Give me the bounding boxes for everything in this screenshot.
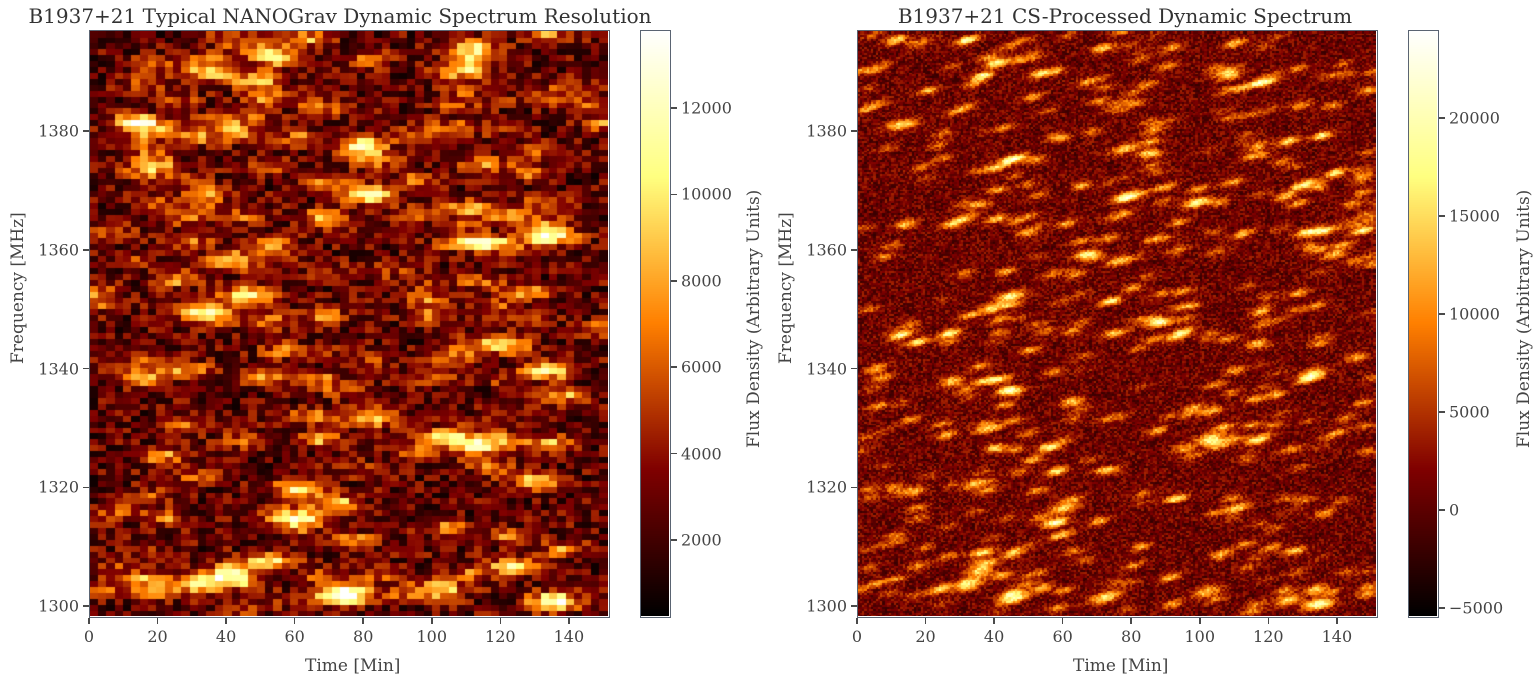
- y-axis-label-left: Frequency [MHz]: [8, 212, 28, 364]
- x-tick-mark: [293, 618, 296, 624]
- colorbar-tick-mark: [671, 107, 677, 109]
- x-tick-label: 20: [915, 627, 936, 646]
- x-tick-label: 0: [851, 627, 863, 646]
- colorbar-tick-label: 5000: [1449, 402, 1490, 422]
- colorbar-tick-label: 20000: [1449, 108, 1500, 128]
- y-tick-mark: [83, 130, 89, 132]
- y-tick-label: 1300: [806, 596, 847, 616]
- heatmap-canvas-right: [858, 31, 1376, 616]
- colorbar-tick-mark: [671, 280, 677, 282]
- x-tick-label: 100: [416, 627, 448, 646]
- colorbar-tick-mark: [1439, 215, 1445, 217]
- x-tick-mark: [1130, 618, 1132, 624]
- y-tick-mark: [851, 605, 857, 607]
- x-tick-mark: [1336, 618, 1338, 624]
- colorbar-canvas-right: [1409, 31, 1437, 616]
- x-tick-mark: [1061, 618, 1064, 624]
- colorbar-tick-label: −5000: [1449, 598, 1504, 618]
- colorbar-tick-mark: [1439, 313, 1445, 315]
- y-tick-mark: [83, 605, 89, 607]
- colorbar-tick-label: 4000: [681, 444, 722, 464]
- y-tick-mark: [851, 367, 857, 370]
- colorbar-tick-mark: [1439, 509, 1445, 511]
- colorbar-tick-label: 2000: [681, 530, 722, 550]
- colorbar-tick-mark: [671, 539, 677, 541]
- x-tick-label: 80: [353, 627, 374, 646]
- colorbar-left: [640, 30, 671, 618]
- heatmap-plot-left: [89, 30, 610, 618]
- x-tick-label: 0: [83, 627, 95, 646]
- x-tick-label: 60: [284, 627, 305, 646]
- colorbar-canvas-left: [641, 31, 669, 616]
- y-tick-label: 1380: [38, 121, 79, 141]
- x-tick-mark: [1199, 618, 1201, 624]
- y-tick-label: 1320: [806, 477, 847, 497]
- y-tick-label: 1360: [38, 240, 79, 260]
- colorbar-tick-label: 8000: [681, 271, 722, 291]
- x-tick-label: 20: [147, 627, 168, 646]
- y-tick-mark: [851, 130, 857, 132]
- x-tick-mark: [431, 618, 433, 624]
- x-tick-label: 100: [1184, 627, 1216, 646]
- x-tick-mark: [88, 618, 90, 624]
- y-tick-label: 1380: [806, 121, 847, 141]
- colorbar-label-left: Flux Density (Arbitrary Units): [744, 189, 764, 448]
- x-tick-label: 140: [553, 627, 585, 646]
- y-axis-label-right: Frequency [MHz]: [776, 212, 796, 364]
- x-tick-label: 40: [215, 627, 237, 646]
- x-axis-label-left: Time [Min]: [305, 656, 401, 676]
- heatmap-canvas-left: [90, 31, 608, 616]
- x-tick-mark: [924, 618, 927, 624]
- chart-title-right: B1937+21 CS-Processed Dynamic Spectrum: [897, 4, 1353, 28]
- colorbar-tick-mark: [1439, 411, 1445, 413]
- x-tick-mark: [993, 618, 995, 624]
- colorbar-tick-mark: [1439, 607, 1445, 609]
- colorbar-tick-label: 12000: [681, 98, 732, 118]
- y-tick-mark: [851, 249, 857, 251]
- y-tick-label: 1360: [806, 240, 847, 260]
- x-tick-label: 40: [983, 627, 1005, 646]
- x-tick-mark: [156, 618, 159, 624]
- colorbar-tick-label: 10000: [1449, 304, 1500, 324]
- colorbar-tick-label: 15000: [1449, 206, 1500, 226]
- colorbar-right: [1408, 30, 1439, 618]
- x-tick-mark: [856, 618, 858, 624]
- colorbar-tick-label: 10000: [681, 184, 732, 204]
- x-tick-label: 140: [1321, 627, 1353, 646]
- x-tick-mark: [1267, 618, 1270, 624]
- x-tick-mark: [499, 618, 502, 624]
- x-tick-mark: [362, 618, 364, 624]
- colorbar-label-right: Flux Density (Arbitrary Units): [1514, 189, 1534, 448]
- y-tick-mark: [83, 249, 89, 251]
- colorbar-tick-mark: [671, 366, 677, 368]
- x-tick-label: 120: [1253, 627, 1284, 646]
- x-tick-mark: [568, 618, 570, 624]
- colorbar-tick-mark: [671, 452, 677, 455]
- colorbar-tick-label: 6000: [681, 357, 722, 377]
- x-tick-label: 80: [1121, 627, 1142, 646]
- x-tick-label: 120: [485, 627, 516, 646]
- y-tick-mark: [83, 486, 89, 489]
- y-tick-mark: [83, 367, 89, 370]
- y-tick-label: 1340: [806, 359, 847, 379]
- colorbar-tick-label: 0: [1449, 500, 1460, 520]
- colorbar-tick-mark: [671, 193, 677, 196]
- y-tick-label: 1300: [38, 596, 79, 616]
- chart-title-left: B1937+21 Typical NANOGrav Dynamic Spectr…: [28, 4, 652, 28]
- x-tick-label: 60: [1052, 627, 1073, 646]
- x-axis-label-right: Time [Min]: [1073, 656, 1169, 676]
- y-tick-label: 1320: [38, 477, 79, 497]
- y-tick-mark: [851, 486, 857, 489]
- colorbar-tick-mark: [1439, 117, 1445, 119]
- heatmap-plot-right: [857, 30, 1378, 618]
- y-tick-label: 1340: [38, 359, 79, 379]
- x-tick-mark: [225, 618, 227, 624]
